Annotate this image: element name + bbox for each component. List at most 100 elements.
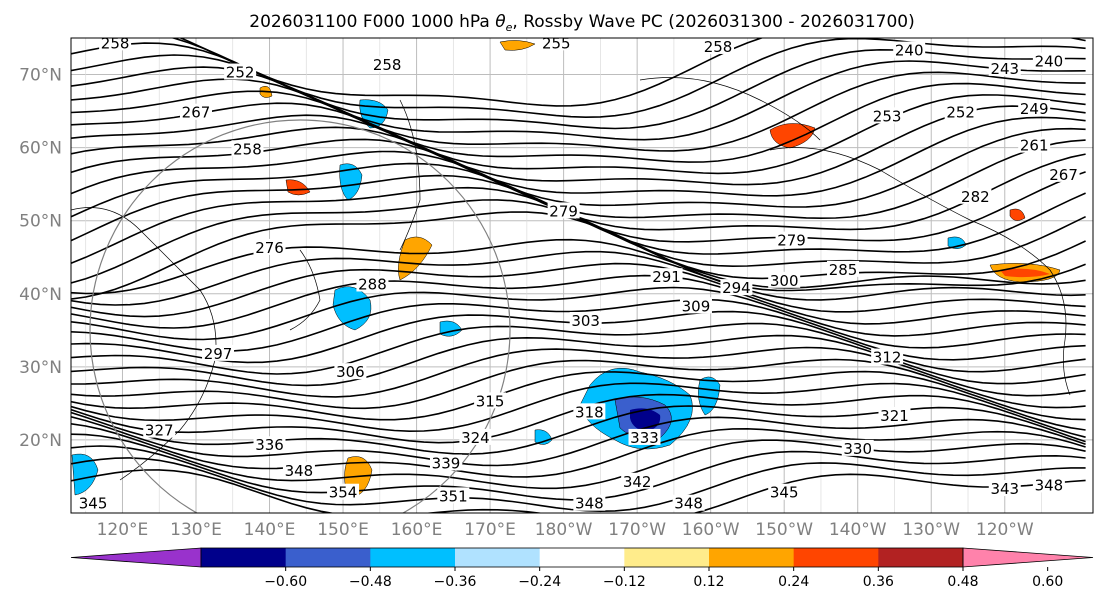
contour-line xyxy=(71,433,1086,490)
colorbar-bin xyxy=(539,548,625,567)
contour-label-bg xyxy=(672,494,705,511)
asia-coastline xyxy=(71,207,217,481)
contour-label-bg xyxy=(679,297,712,314)
contour-label: 300 xyxy=(770,272,799,290)
contour-label-bg xyxy=(1047,165,1080,182)
negative-anomaly-region xyxy=(332,286,372,331)
lon-tick-label: 150°W xyxy=(755,520,813,540)
contour-label-bg xyxy=(871,348,904,365)
colorbar-tick-label: −0.48 xyxy=(349,574,392,590)
contour-label-bg xyxy=(1018,100,1051,117)
contour-label: 333 xyxy=(630,429,659,447)
contour-line xyxy=(71,358,1086,410)
contour-label: 258 xyxy=(101,34,130,52)
contour-label: 279 xyxy=(549,202,578,220)
contour-line xyxy=(71,274,1086,329)
colorbar-bin xyxy=(455,548,541,567)
north-america-coastline xyxy=(769,147,1071,396)
contour-line xyxy=(71,78,1086,163)
japan-coastline xyxy=(289,249,321,331)
contour-label: 252 xyxy=(226,64,255,82)
contour-label-bg xyxy=(959,187,992,204)
contour-label-bg xyxy=(253,436,286,453)
contour-label-bg xyxy=(628,428,661,445)
contour-label-bg xyxy=(702,38,735,54)
contour-label-bg xyxy=(573,494,606,511)
positive-anomaly-region xyxy=(1009,208,1026,221)
contour-label-bg xyxy=(573,403,606,420)
lon-tick-label: 120°E xyxy=(97,520,149,540)
contour-line xyxy=(71,382,1086,433)
title-theta: θ xyxy=(495,12,506,32)
contour-label-bg xyxy=(775,231,808,248)
contour-line xyxy=(71,416,1086,467)
contour-label: 312 xyxy=(873,349,902,367)
colorbar-tick-label: 0.48 xyxy=(947,574,978,590)
contour-label-bg xyxy=(437,487,470,504)
contour-line xyxy=(71,286,1086,341)
contour-label-bg xyxy=(893,41,926,58)
positive-anomaly-region xyxy=(499,40,536,51)
contour-line xyxy=(71,90,1086,175)
theta-e-contours xyxy=(71,38,1086,513)
contour-label-bg xyxy=(720,279,753,296)
lon-tick-label: 150°E xyxy=(317,520,369,540)
contour-label: 294 xyxy=(722,279,751,297)
contour-label-bg xyxy=(547,202,580,219)
contour-label-bg xyxy=(459,428,492,445)
lon-tick-label: 180°W xyxy=(535,520,593,540)
contour-label-bg xyxy=(621,472,654,489)
contour-label-bg xyxy=(99,38,132,51)
contour-line xyxy=(71,322,1086,375)
lon-tick-label: 170°W xyxy=(608,520,666,540)
contour-line xyxy=(71,405,1086,455)
contour-line xyxy=(71,250,1086,306)
contour-label-bg xyxy=(77,494,110,511)
contour-label: 318 xyxy=(575,403,604,421)
contour-line xyxy=(71,114,1086,197)
contour-label-bg xyxy=(202,344,235,361)
contour-label-bg xyxy=(1032,52,1065,69)
contour-label-bg xyxy=(871,107,904,124)
contour-label-bg xyxy=(988,480,1021,497)
colorbar-tick-label: −0.36 xyxy=(434,574,477,590)
map-frame xyxy=(70,37,1094,514)
contour-label: 258 xyxy=(233,140,262,158)
contour-label-bg xyxy=(474,392,507,409)
contour-label: 321 xyxy=(880,407,909,425)
contour-label: 288 xyxy=(358,275,387,293)
contour-label: 261 xyxy=(1020,137,1049,155)
colorbar-bin xyxy=(624,548,710,567)
contour-line xyxy=(71,262,1086,318)
contour-label-bg xyxy=(944,103,977,120)
contour-label-bg xyxy=(429,454,462,471)
contour-label: 339 xyxy=(432,455,461,473)
colorbar-extend-high xyxy=(962,547,1094,568)
contour-label: 342 xyxy=(623,473,652,491)
contour-label-bg xyxy=(827,260,860,277)
colorbar-tick-label: 0.60 xyxy=(1032,574,1063,590)
contour-label: 297 xyxy=(204,345,233,363)
contour-label: 291 xyxy=(652,268,681,286)
title-suffix: , Rossby Wave PC (2026031300 - 202603170… xyxy=(512,12,914,32)
lat-tick-label: 40°N xyxy=(19,285,62,305)
contour-label-bg xyxy=(988,59,1021,76)
rossby-wave-pc-circle xyxy=(89,119,511,513)
contour-label: 309 xyxy=(682,297,711,315)
contour-line xyxy=(71,423,1086,478)
contour-label: 285 xyxy=(829,261,858,279)
lat-tick-label: 30°N xyxy=(19,358,62,378)
contour-label: 258 xyxy=(373,56,402,74)
colorbar-bin xyxy=(201,548,287,567)
contour-label-bg xyxy=(371,56,404,73)
negative-anomaly-region xyxy=(698,376,721,416)
colorbar-bin xyxy=(370,548,456,567)
contour-label: 348 xyxy=(674,495,703,513)
contour-label: 348 xyxy=(575,495,604,513)
contour-line xyxy=(71,298,1086,352)
contour-label: 324 xyxy=(461,429,490,447)
contour-label: 267 xyxy=(1049,166,1078,184)
contour-label: 315 xyxy=(476,392,505,410)
contour-label: 267 xyxy=(182,104,211,122)
contour-label-bg xyxy=(1018,136,1051,153)
